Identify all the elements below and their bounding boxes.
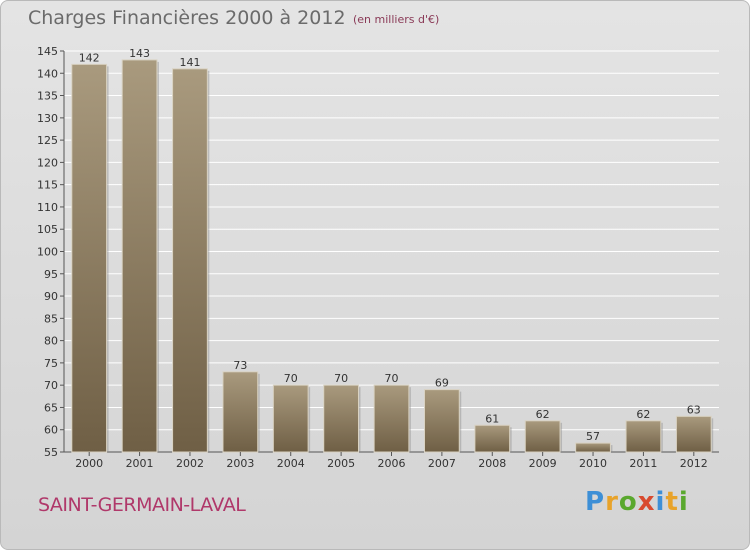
y-tick-label: 145 [37,45,58,58]
data-label: 57 [586,430,600,443]
y-tick-label: 110 [37,201,58,214]
bar [222,371,259,453]
logo-letter: i [678,487,689,517]
data-label: 70 [385,372,399,385]
x-tick-label: 2007 [428,457,456,470]
bar [424,389,460,453]
bar [172,68,208,453]
y-tick-label: 90 [44,290,58,303]
y-tick-label: 105 [37,223,58,236]
bar [524,420,561,453]
y-tick-label: 140 [37,67,58,80]
data-label: 62 [636,408,650,421]
data-label: 70 [284,372,298,385]
data-label: 69 [435,377,449,390]
bar [373,384,410,453]
y-tick-label: 120 [37,156,58,169]
y-tick-label: 130 [37,112,58,125]
data-label: 62 [536,408,550,421]
data-label: 73 [233,359,247,372]
logo-letter: r [605,487,619,517]
y-tick-label: 70 [44,379,58,392]
bar [625,420,662,453]
bar [323,384,359,453]
bar [675,415,712,453]
y-tick-label: 100 [37,246,58,259]
logo-letter: t [665,487,679,517]
x-tick-label: 2006 [378,457,406,470]
y-tick-label: 75 [44,357,58,370]
y-tick-label: 135 [37,90,58,103]
x-tick-label: 2004 [277,457,305,470]
bar [272,384,309,453]
y-tick-label: 125 [37,134,58,147]
x-tick-label: 2009 [529,457,557,470]
logo-letter: o [618,487,638,517]
x-tick-label: 2010 [579,457,607,470]
y-tick-label: 60 [44,424,58,437]
chart-subtitle: (en milliers d'€) [353,13,440,26]
data-label: 70 [334,372,348,385]
logo-letter: x [637,487,656,517]
y-tick-label: 95 [44,268,58,281]
y-tick-label: 65 [44,401,58,414]
data-label: 141 [179,56,200,69]
y-tick-label: 115 [37,179,58,192]
x-tick-label: 2012 [680,457,708,470]
logo-letter: P [585,487,606,517]
x-tick-label: 2008 [478,457,506,470]
x-tick-label: 2005 [327,457,355,470]
bar [474,424,511,453]
data-label: 143 [129,47,150,60]
commune-name: SAINT-GERMAIN-LAVAL [38,494,246,516]
y-tick-label: 55 [44,446,58,459]
logo-letter: i [655,487,666,517]
data-label: 63 [687,403,701,416]
y-tick-label: 85 [44,312,58,325]
x-tick-label: 2003 [226,457,254,470]
bar [575,442,611,453]
data-label: 61 [485,412,499,425]
data-label: 142 [79,51,100,64]
x-tick-label: 2000 [75,457,103,470]
proxiti-logo: Proxiti [585,487,689,517]
x-tick-label: 2001 [126,457,154,470]
chart-title: Charges Financières 2000 à 2012 [28,7,346,29]
bar [121,59,158,453]
x-tick-label: 2002 [176,457,204,470]
y-tick-label: 80 [44,335,58,348]
bar [71,63,108,453]
x-tick-label: 2011 [629,457,657,470]
